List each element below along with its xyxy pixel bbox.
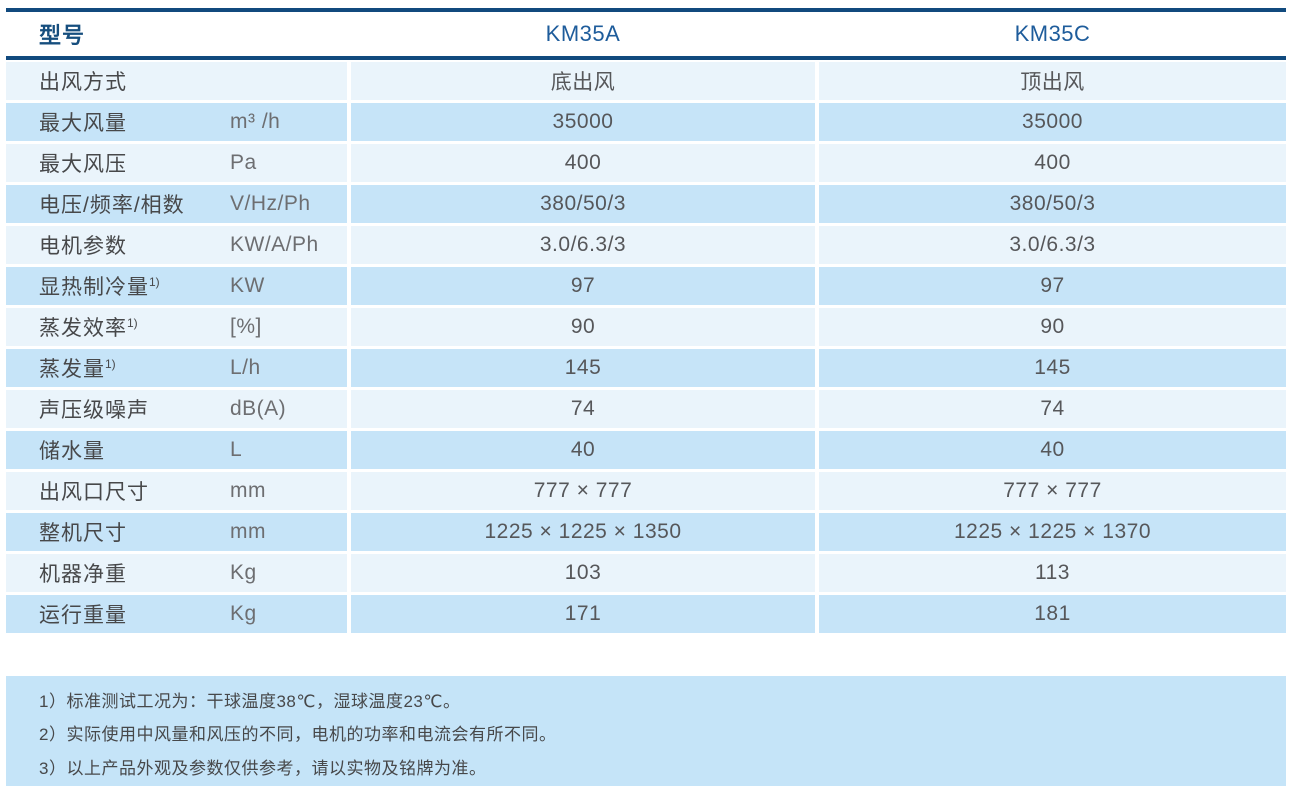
value-km35a: 380/50/3 bbox=[351, 185, 815, 223]
parameter-cell: 声压级噪声 dB(A) bbox=[6, 390, 347, 428]
parameter-unit: Pa bbox=[230, 151, 257, 174]
table-row: 整机尺寸 mm 1225 × 1225 × 1350 1225 × 1225 ×… bbox=[6, 513, 1286, 551]
parameter-label: 电压/频率/相数 bbox=[39, 194, 185, 217]
parameter-label: 最大风压 bbox=[39, 153, 127, 176]
parameter-unit: [%] bbox=[230, 315, 262, 338]
footnotes-panel: 1）标准测试工况为：干球温度38℃，湿球温度23℃。 2）实际使用中风量和风压的… bbox=[6, 676, 1286, 786]
value-km35c: 1225 × 1225 × 1370 bbox=[819, 513, 1286, 551]
value-km35a: 40 bbox=[351, 431, 815, 469]
parameter-unit: dB(A) bbox=[230, 397, 287, 420]
parameter-unit: KW/A/Ph bbox=[230, 233, 319, 256]
value-km35a: 74 bbox=[351, 390, 815, 428]
parameter-cell: 显热制冷量1) KW bbox=[6, 267, 347, 305]
parameter-cell: 出风方式 bbox=[6, 62, 347, 100]
value-km35a: 35000 bbox=[351, 103, 815, 141]
value-km35c: 145 bbox=[819, 349, 1286, 387]
table-row: 运行重量 Kg 171 181 bbox=[6, 595, 1286, 633]
parameter-unit: KW bbox=[230, 274, 265, 297]
parameter-label: 显热制冷量1) bbox=[39, 275, 160, 299]
parameter-label: 电机参数 bbox=[39, 235, 127, 258]
table-row: 机器净重 Kg 103 113 bbox=[6, 554, 1286, 592]
table-row: 出风方式 底出风 顶出风 bbox=[6, 62, 1286, 100]
spec-table: 型号 KM35A KM35C 出风方式 底出风 顶出风 最大风量 m³ /h 3… bbox=[6, 8, 1286, 633]
parameter-label: 机器净重 bbox=[39, 563, 127, 586]
parameter-cell: 最大风压 Pa bbox=[6, 144, 347, 182]
parameter-unit: Kg bbox=[230, 561, 257, 584]
value-km35a: 底出风 bbox=[351, 62, 815, 100]
parameter-cell: 储水量 L bbox=[6, 431, 347, 469]
parameter-unit: mm bbox=[230, 520, 266, 543]
value-km35c: 35000 bbox=[819, 103, 1286, 141]
parameter-label: 蒸发量1) bbox=[39, 357, 116, 381]
value-km35a: 1225 × 1225 × 1350 bbox=[351, 513, 815, 551]
parameter-label: 运行重量 bbox=[39, 604, 127, 627]
parameter-cell: 机器净重 Kg bbox=[6, 554, 347, 592]
table-row: 蒸发效率1) [%] 90 90 bbox=[6, 308, 1286, 346]
value-km35a: 103 bbox=[351, 554, 815, 592]
table-body: 出风方式 底出风 顶出风 最大风量 m³ /h 35000 35000 最大风压… bbox=[6, 62, 1286, 633]
value-km35c: 90 bbox=[819, 308, 1286, 346]
table-row: 电压/频率/相数 V/Hz/Ph 380/50/3 380/50/3 bbox=[6, 185, 1286, 223]
parameter-cell: 蒸发量1) L/h bbox=[6, 349, 347, 387]
column-header-model: 型号 bbox=[39, 23, 86, 48]
table-row: 显热制冷量1) KW 97 97 bbox=[6, 267, 1286, 305]
value-km35c: 380/50/3 bbox=[819, 185, 1286, 223]
value-km35c: 181 bbox=[819, 595, 1286, 633]
footnote-2: 2）实际使用中风量和风压的不同，电机的功率和电流会有所不同。 bbox=[39, 725, 557, 745]
footnote-1: 1）标准测试工况为：干球温度38℃，湿球温度23℃。 bbox=[39, 692, 461, 711]
parameter-unit: mm bbox=[230, 479, 266, 502]
parameter-label: 出风方式 bbox=[39, 71, 127, 94]
column-header-km35c: KM35C bbox=[1014, 21, 1091, 46]
parameter-unit: L/h bbox=[230, 356, 261, 379]
parameter-label: 出风口尺寸 bbox=[39, 481, 149, 504]
parameter-cell: 整机尺寸 mm bbox=[6, 513, 347, 551]
table-row: 最大风压 Pa 400 400 bbox=[6, 144, 1286, 182]
parameter-cell: 运行重量 Kg bbox=[6, 595, 347, 633]
table-row: 电机参数 KW/A/Ph 3.0/6.3/3 3.0/6.3/3 bbox=[6, 226, 1286, 264]
parameter-unit: V/Hz/Ph bbox=[230, 192, 311, 215]
parameter-cell: 蒸发效率1) [%] bbox=[6, 308, 347, 346]
value-km35a: 400 bbox=[351, 144, 815, 182]
value-km35a: 97 bbox=[351, 267, 815, 305]
table-header-row: 型号 KM35A KM35C bbox=[6, 8, 1286, 60]
value-km35a: 90 bbox=[351, 308, 815, 346]
footnote-3: 3）以上产品外观及参数仅供参考，请以实物及铭牌为准。 bbox=[39, 758, 487, 778]
value-km35a: 171 bbox=[351, 595, 815, 633]
parameter-label: 储水量 bbox=[39, 440, 105, 463]
value-km35c: 400 bbox=[819, 144, 1286, 182]
parameter-label: 整机尺寸 bbox=[39, 522, 127, 545]
parameter-unit: L bbox=[230, 438, 243, 461]
value-km35c: 777 × 777 bbox=[819, 472, 1286, 510]
value-km35a: 145 bbox=[351, 349, 815, 387]
parameter-cell: 电压/频率/相数 V/Hz/Ph bbox=[6, 185, 347, 223]
parameter-label: 蒸发效率1) bbox=[39, 316, 138, 340]
value-km35c: 113 bbox=[819, 554, 1286, 592]
value-km35c: 97 bbox=[819, 267, 1286, 305]
parameter-cell: 出风口尺寸 mm bbox=[6, 472, 347, 510]
parameter-cell: 最大风量 m³ /h bbox=[6, 103, 347, 141]
table-row: 储水量 L 40 40 bbox=[6, 431, 1286, 469]
value-km35c: 3.0/6.3/3 bbox=[819, 226, 1286, 264]
table-row: 声压级噪声 dB(A) 74 74 bbox=[6, 390, 1286, 428]
parameter-cell: 电机参数 KW/A/Ph bbox=[6, 226, 347, 264]
value-km35a: 3.0/6.3/3 bbox=[351, 226, 815, 264]
value-km35c: 顶出风 bbox=[819, 62, 1286, 100]
table-row: 最大风量 m³ /h 35000 35000 bbox=[6, 103, 1286, 141]
value-km35c: 40 bbox=[819, 431, 1286, 469]
parameter-unit: m³ /h bbox=[230, 110, 281, 133]
parameter-label: 声压级噪声 bbox=[39, 399, 149, 422]
parameter-label: 最大风量 bbox=[39, 112, 127, 135]
column-header-km35a: KM35A bbox=[545, 21, 621, 46]
table-row: 出风口尺寸 mm 777 × 777 777 × 777 bbox=[6, 472, 1286, 510]
table-row: 蒸发量1) L/h 145 145 bbox=[6, 349, 1286, 387]
value-km35a: 777 × 777 bbox=[351, 472, 815, 510]
parameter-unit: Kg bbox=[230, 602, 257, 625]
value-km35c: 74 bbox=[819, 390, 1286, 428]
